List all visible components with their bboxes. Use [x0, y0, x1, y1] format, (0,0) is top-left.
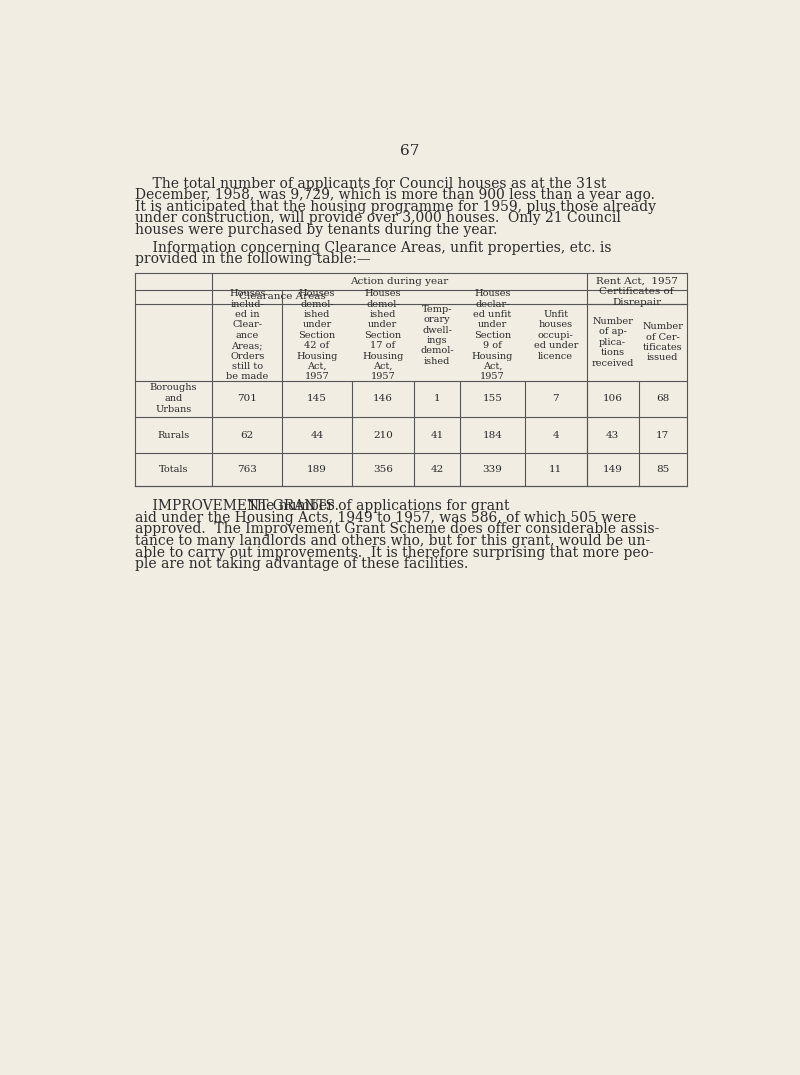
Text: Information concerning Clearance Areas, unfit properties, etc. is: Information concerning Clearance Areas, … — [135, 241, 611, 255]
Text: 184: 184 — [482, 431, 502, 440]
Text: 17: 17 — [656, 431, 670, 440]
Text: 1: 1 — [434, 395, 441, 403]
Text: 11: 11 — [549, 464, 562, 474]
Text: IMPROVEMENT GRANTS.: IMPROVEMENT GRANTS. — [135, 500, 338, 514]
Text: The number of applications for grant: The number of applications for grant — [239, 500, 510, 514]
Text: 155: 155 — [482, 395, 502, 403]
Text: 210: 210 — [373, 431, 393, 440]
Text: 339: 339 — [482, 464, 502, 474]
Text: under construction, will provide over 3,000 houses.  Only 21 Council: under construction, will provide over 3,… — [135, 212, 621, 226]
Text: Rent Act,  1957: Rent Act, 1957 — [596, 277, 678, 286]
Text: 701: 701 — [238, 395, 257, 403]
Text: 62: 62 — [241, 431, 254, 440]
Text: 146: 146 — [373, 395, 393, 403]
Text: December, 1958, was 9,729, which is more than 900 less than a year ago.: December, 1958, was 9,729, which is more… — [135, 188, 654, 202]
Text: Totals: Totals — [159, 464, 188, 474]
Text: Rurals: Rurals — [158, 431, 190, 440]
Text: It is anticipated that the housing programme for 1959, plus those already: It is anticipated that the housing progr… — [135, 200, 656, 214]
Text: ple are not taking advantage of these facilities.: ple are not taking advantage of these fa… — [135, 557, 468, 571]
Text: 763: 763 — [238, 464, 257, 474]
Text: 43: 43 — [606, 431, 619, 440]
Text: Houses
declar-
ed unfit
under
Section
9 of
Housing
Act,
1957: Houses declar- ed unfit under Section 9 … — [472, 289, 514, 382]
Text: Houses
demol-
ished
under
Section
42 of
Housing
Act,
1957: Houses demol- ished under Section 42 of … — [296, 289, 338, 382]
Text: 85: 85 — [656, 464, 670, 474]
Text: The total number of applicants for Council houses as at the 31st: The total number of applicants for Counc… — [135, 176, 606, 190]
Text: 44: 44 — [310, 431, 324, 440]
Text: 4: 4 — [552, 431, 559, 440]
Text: 67: 67 — [400, 144, 420, 158]
Text: 356: 356 — [373, 464, 393, 474]
Text: Houses
demol-
ished
under
Section
17 of
Housing
Act,
1957: Houses demol- ished under Section 17 of … — [362, 289, 403, 382]
Text: provided in the following table:—: provided in the following table:— — [135, 253, 370, 267]
Text: Action during year: Action during year — [350, 277, 449, 286]
Text: Houses
includ-
ed in
Clear-
ance
Areas;
Orders
still to
be made: Houses includ- ed in Clear- ance Areas; … — [226, 289, 268, 382]
Text: Clearance Areas: Clearance Areas — [238, 292, 326, 301]
Text: 189: 189 — [307, 464, 327, 474]
Text: Temp-
orary
dwell-
ings
demol-
ished: Temp- orary dwell- ings demol- ished — [420, 305, 454, 366]
Text: 145: 145 — [307, 395, 327, 403]
Text: 68: 68 — [656, 395, 670, 403]
Text: 106: 106 — [602, 395, 622, 403]
Text: 7: 7 — [552, 395, 559, 403]
Text: houses were purchased by tenants during the year.: houses were purchased by tenants during … — [135, 223, 498, 236]
Text: Unfit
houses
occupi-
ed under
licence: Unfit houses occupi- ed under licence — [534, 310, 578, 360]
Text: Boroughs
and
Urbans: Boroughs and Urbans — [150, 384, 198, 415]
Text: Number
of ap-
plica-
tions
received: Number of ap- plica- tions received — [591, 317, 634, 368]
Text: 149: 149 — [602, 464, 622, 474]
Text: approved.  The Improvement Grant Scheme does offer considerable assis-: approved. The Improvement Grant Scheme d… — [135, 522, 659, 536]
Text: able to carry out improvements.  It is therefore surprising that more peo-: able to carry out improvements. It is th… — [135, 546, 654, 560]
Text: Number
of Cer-
tificates
issued: Number of Cer- tificates issued — [642, 322, 683, 362]
Text: aid under the Housing Acts, 1949 to 1957, was 586, of which 505 were: aid under the Housing Acts, 1949 to 1957… — [135, 511, 636, 525]
Text: tance to many landlords and others who, but for this grant, would be un-: tance to many landlords and others who, … — [135, 534, 650, 548]
Text: 42: 42 — [430, 464, 444, 474]
Text: Certificates of
Disrepair: Certificates of Disrepair — [599, 287, 674, 306]
Text: 41: 41 — [430, 431, 444, 440]
